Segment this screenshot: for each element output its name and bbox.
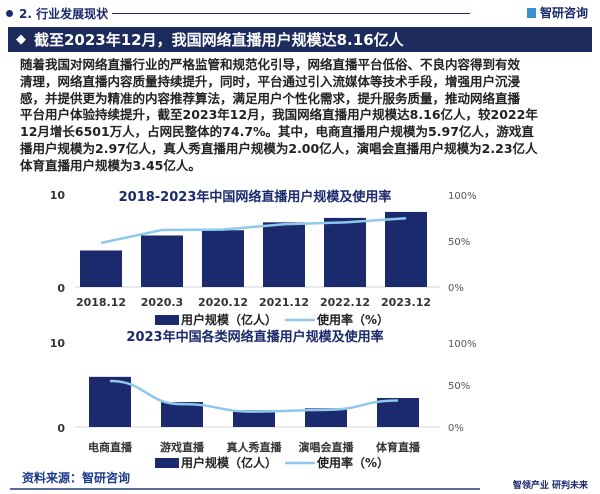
x-tick-label: 演唱会直播	[299, 440, 355, 454]
legend-bar-swatch	[155, 315, 179, 325]
paragraph-line: 播用户规模为2.97亿人，真人秀直播用户规模为2.00亿人，演唱会直播用户规模为…	[20, 140, 538, 156]
y2-tick-label: 0%	[448, 423, 464, 434]
bar	[141, 235, 183, 287]
paragraph-line: 平台用户体验持续提升，截至2023年12月，我国网络直播用户规模达8.16亿人，…	[20, 107, 538, 123]
section-header: 2. 行业发展现状	[6, 4, 108, 22]
bar	[377, 398, 419, 427]
y-tick-label: 0	[57, 422, 65, 435]
slogan: 智领产业 研判未来	[512, 481, 588, 491]
x-tick-label: 体育直播	[376, 440, 421, 454]
chart-title: 2018-2023年中国网络直播用户规模及使用率	[119, 189, 392, 205]
brand-name: 智研咨询	[539, 6, 588, 20]
x-tick-label: 2018.12	[76, 296, 126, 309]
x-tick-label: 2020.12	[198, 296, 248, 309]
bar	[202, 230, 244, 287]
brand-logo: 智研咨询	[526, 4, 588, 21]
diamond-icon: ◆	[16, 32, 26, 47]
bar	[324, 217, 366, 287]
y-tick-label: 10	[50, 337, 66, 350]
headline-title: 截至2023年12月，我国网络直播用户规模达8.16亿人	[34, 31, 404, 49]
bar	[161, 402, 203, 427]
footer-divider	[10, 488, 480, 490]
legend-label: 用户规模（亿人）	[180, 312, 277, 327]
headline-banner: ◆ 截至2023年12月，我国网络直播用户规模达8.16亿人	[8, 27, 592, 52]
y-tick-label: 10	[50, 189, 66, 202]
paragraph-line: 清理，网络直播内容质量持续提升，同时，平台通过引入流媒体等技术手段，增强用户沉浸	[20, 73, 521, 89]
brand-icon	[526, 7, 536, 18]
x-tick-label: 2021.12	[259, 296, 309, 309]
bar	[263, 222, 305, 287]
bar	[233, 410, 275, 427]
source-note: 资料来源：智研咨询	[22, 471, 131, 485]
y2-tick-label: 50%	[448, 237, 470, 248]
x-tick-label: 游戏直播	[160, 440, 205, 454]
bar	[89, 376, 131, 427]
paragraph-line: 随着我国对网络直播行业的严格监管和规范化引导，网络直播平台低俗、不良内容得到有效	[20, 57, 521, 72]
paragraph-line: 体育直播用户规模为3.45亿人。	[20, 157, 201, 173]
x-tick-label: 2022.12	[320, 296, 370, 309]
chart-title: 2023年中国各类网络直播用户规模及使用率	[126, 329, 383, 345]
x-tick-label: 真人秀直播	[227, 440, 283, 454]
usage-rate-line	[100, 217, 407, 245]
y2-tick-label: 50%	[448, 381, 470, 392]
x-tick-label: 2020.3	[141, 296, 183, 309]
section-title: 2. 行业发展现状	[19, 6, 109, 21]
y-tick-label: 0	[57, 282, 65, 295]
paragraph-line: 感，并提供更为精准的内容推荐算法，满足用户个性化需求，提升服务质量，推动网络直播	[20, 90, 521, 106]
bar	[305, 408, 347, 427]
paragraph-line: 12月增长6501万人，占网民整体的74.7%。其中，电商直播用户规模为5.97…	[20, 124, 534, 140]
header-divider	[112, 13, 470, 14]
bar	[80, 250, 122, 287]
legend-label: 用户规模（亿人）	[180, 455, 277, 470]
bullet-icon	[6, 9, 13, 17]
y2-tick-label: 100%	[448, 191, 477, 202]
usage-rate-line	[109, 379, 399, 413]
x-tick-label: 2023.12	[381, 296, 431, 309]
body-paragraph: 随着我国对网络直播行业的严格监管和规范化引导，网络直播平台低俗、不良内容得到有效…	[20, 57, 590, 175]
legend-label: 使用率（%）	[316, 455, 389, 470]
y2-tick-label: 0%	[448, 283, 464, 294]
bar	[385, 211, 427, 287]
legend-bar-swatch	[155, 458, 179, 468]
y2-tick-label: 100%	[448, 339, 477, 350]
legend-label: 使用率（%）	[316, 312, 389, 327]
x-tick-label: 电商直播	[88, 440, 133, 454]
